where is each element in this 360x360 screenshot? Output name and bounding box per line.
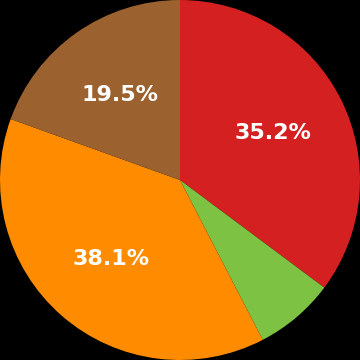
Wedge shape bbox=[0, 119, 263, 360]
Text: 19.5%: 19.5% bbox=[81, 85, 158, 105]
Text: 35.2%: 35.2% bbox=[235, 123, 312, 143]
Text: 38.1%: 38.1% bbox=[73, 248, 150, 269]
Wedge shape bbox=[11, 0, 180, 180]
Wedge shape bbox=[180, 180, 324, 340]
Wedge shape bbox=[180, 0, 360, 288]
